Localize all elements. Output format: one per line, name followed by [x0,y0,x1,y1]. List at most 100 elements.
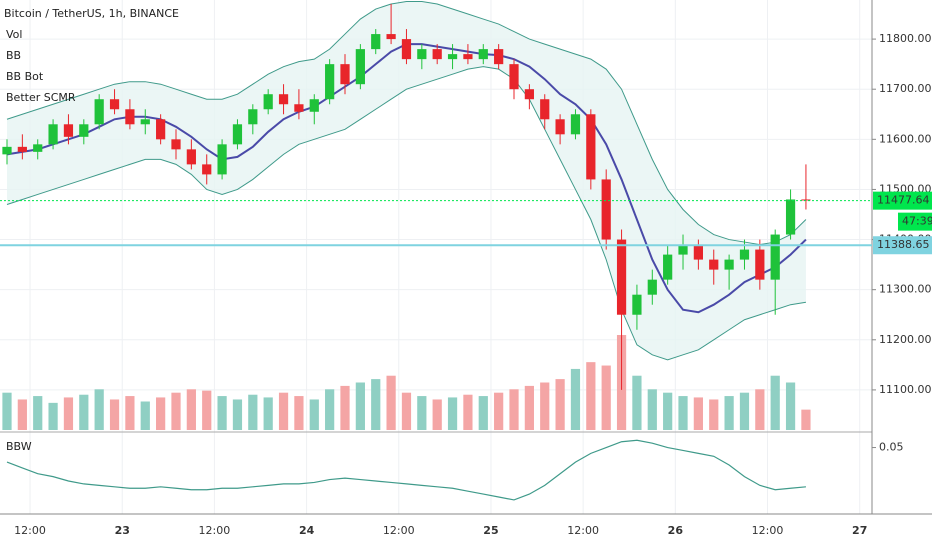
chart-title: Bitcoin / TetherUS, 1h, BINANCE [4,7,179,20]
candle-body [663,254,673,280]
bbw-label: BBW [6,440,32,453]
volume-bar [202,390,212,430]
volume-bar [248,394,258,430]
volume-bar [524,385,534,430]
candle-body [524,89,534,100]
x-tick-label: 12:00 [383,524,415,537]
volume-bar [417,396,427,430]
volume-bar [478,396,488,430]
volume-bar [770,375,780,430]
volume-bar [601,365,611,430]
candle-body [325,64,335,100]
y-tick-label: 11100.00 [879,383,932,396]
indicator-line [6,1,807,246]
indicator-label: Vol [6,28,22,41]
candle-body [616,239,627,315]
volume-bar [2,392,12,430]
candle-body [417,49,427,60]
x-tick-label: 27 [852,524,867,537]
candle-body [647,279,657,295]
volume-bar [294,396,304,430]
candle-body [340,64,350,85]
indicator-line [6,66,807,361]
candle-body [494,49,504,65]
candle-body [724,259,734,270]
candle-body [586,114,596,180]
x-tick-label: 23 [115,524,130,537]
volume-bar [355,382,365,430]
y-tick-label: 11800.00 [879,32,932,45]
volume-bar [663,392,673,430]
candle-body [294,104,304,112]
y-tick-label: 11200.00 [879,333,932,346]
level-box [873,236,932,255]
candle-body [309,99,319,112]
volume-bar [401,392,412,430]
candle-body [355,49,365,85]
candle-body [770,234,780,280]
volume-bar [724,396,734,430]
volume-bar [17,399,27,430]
candle-body [601,179,611,240]
volume-bar [48,402,58,430]
candle-body [232,124,243,145]
volume-bar [140,401,150,430]
candle-body [463,54,473,60]
candle-body [263,94,273,110]
candle-body [2,146,12,155]
candle-body [94,99,104,125]
volume-bar [340,385,350,430]
candle-body [432,49,442,60]
volume-pane [2,335,811,430]
candle-body [278,94,289,105]
volume-bar [33,396,43,430]
candle-body [447,54,458,60]
volume-bar [217,396,227,430]
countdown-box [898,212,932,231]
candle-body [156,119,166,140]
candle-body [693,244,703,260]
volume-bar [186,389,196,430]
band-fill [6,1,806,360]
volume-bar [463,394,473,430]
volume-bar [432,399,442,430]
last-price-box [873,191,932,210]
volume-bar [386,375,396,430]
candle-body [739,249,750,260]
volume-bar [755,389,765,430]
price-pane [2,1,811,390]
volume-bar [555,379,565,430]
x-tick-label: 25 [483,524,498,537]
volume-bar [709,399,719,430]
y-tick-label: 11600.00 [879,132,932,145]
y-tick-label: 11300.00 [879,283,932,296]
volume-bar [801,409,811,430]
volume-bar [63,397,74,430]
indicator-label: BB Bot [6,70,44,83]
x-tick-label: 12:00 [752,524,784,537]
candle-body [478,49,488,60]
volume-bar [156,397,166,430]
candle-body [570,114,581,135]
candle-body [63,124,74,137]
y-tick-label: 0.05 [879,441,904,454]
volume-bar [647,389,657,430]
volume-bar [125,396,135,430]
candle-body [755,249,765,280]
candle-body [125,109,135,125]
candle-body [509,64,519,90]
candle-body [171,139,181,150]
candle-body [386,34,396,40]
volume-bar [494,392,504,430]
volume-bar [232,399,243,430]
volume-bar [739,392,750,430]
candle-body [79,124,89,137]
volume-bar [309,399,319,430]
level-label: 11388.65 [877,238,930,251]
candle-body [17,146,27,152]
candle-body [540,99,550,120]
candle-body [217,144,227,175]
x-tick-label: 12:00 [199,524,231,537]
candle-body [632,294,642,315]
indicator-label: BB [6,49,21,62]
